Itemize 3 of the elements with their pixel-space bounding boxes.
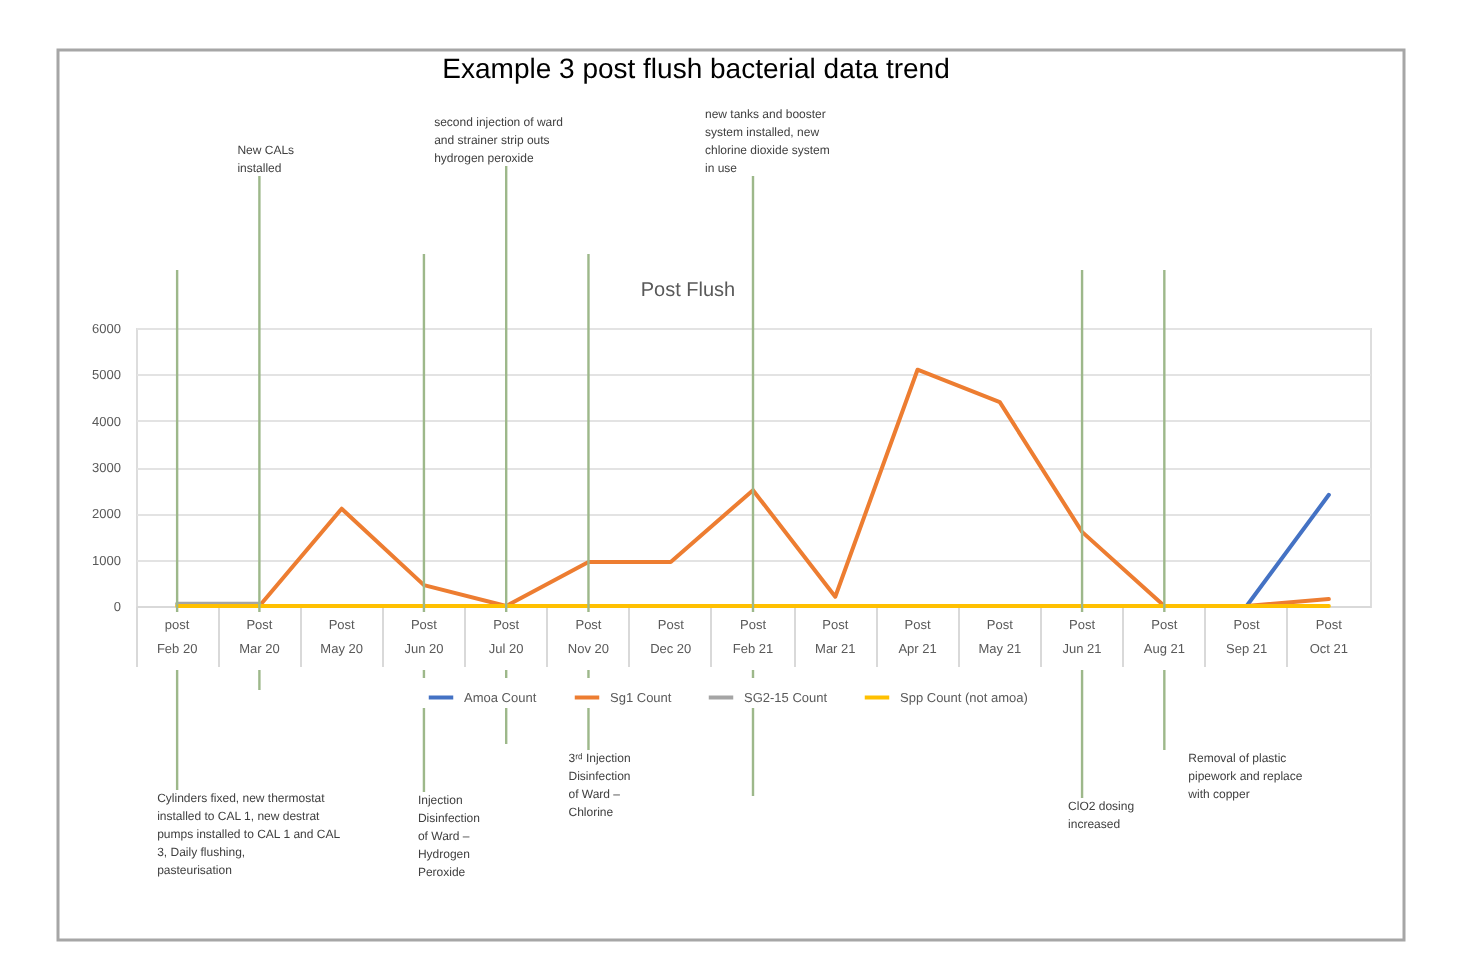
line-series xyxy=(257,367,1331,608)
chart-title: Example 3 post flush bacterial data trend xyxy=(442,52,950,84)
chart-subtitle: Post Flush xyxy=(640,280,736,302)
